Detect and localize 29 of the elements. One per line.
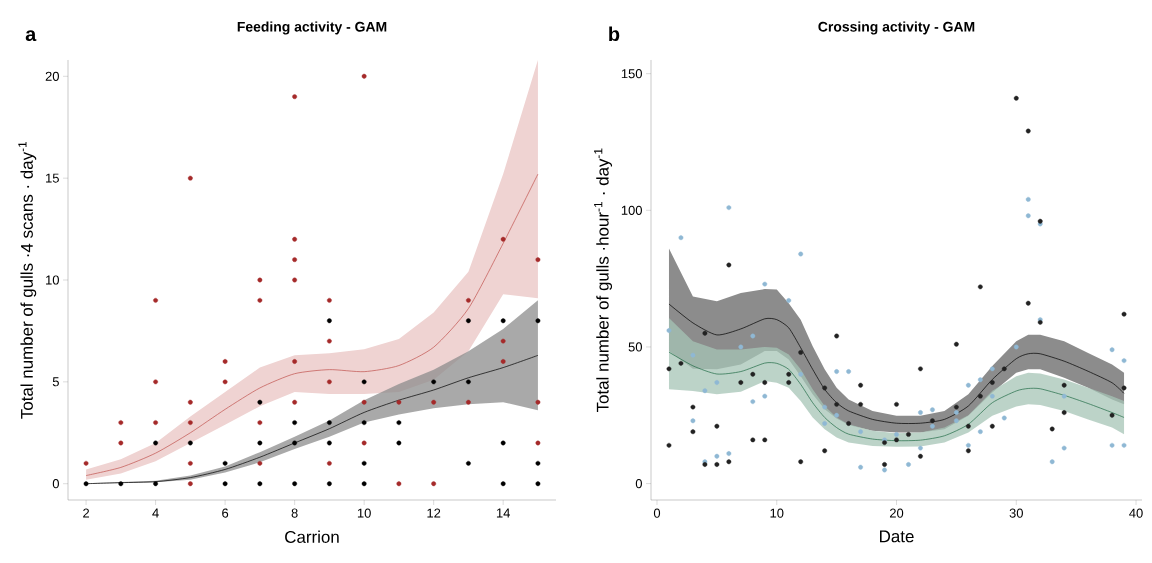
x-tick-label: 40 [1129,508,1143,518]
x-tick-label: 10 [770,508,784,518]
chart-title: Feeding activity - GAM [237,21,387,35]
x-tick-label: 2 [83,508,90,518]
y-axis-title: Total number of gulls ·hour$^{-1}$ · day$^{-1}$ [594,148,613,413]
y-tick-label: 100 [621,205,642,215]
x-tick-label: 12 [427,508,441,518]
y-tick-label: 20 [45,71,59,81]
x-tick-label: 6 [222,508,229,518]
y-axis-title: Total number of gulls ·4 scans · day$^{-1}$ [18,141,37,419]
chart-title: Crossing activity - GAM [818,21,975,35]
x-axis-title: Carrion [285,530,339,543]
y-tick-label: 5 [52,377,59,387]
y-tick-label: 10 [46,275,59,285]
x-tick-label: 4 [152,508,159,518]
y-tick-label: 0 [52,479,59,489]
y-tick-label: 15 [46,173,59,183]
x-tick-label: 20 [889,508,904,518]
y-tick-label: 0 [635,479,642,489]
y-tick-label: 50 [628,342,642,352]
x-axis-title: Date [880,530,914,543]
text: b [609,26,620,42]
x-tick-label: 10 [357,508,371,518]
x-tick-label: 8 [291,508,298,518]
x-tick-label: 0 [653,508,661,518]
y-tick-label: 150 [621,69,642,79]
x-tick-label: 14 [496,508,510,518]
x-tick-label: 30 [1009,508,1023,518]
text: a [25,30,37,42]
